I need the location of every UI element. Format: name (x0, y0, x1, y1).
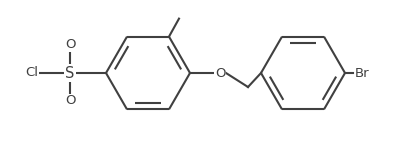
Text: O: O (65, 95, 75, 107)
Text: S: S (65, 66, 75, 80)
Text: Cl: Cl (26, 67, 38, 79)
Text: O: O (65, 39, 75, 51)
Text: O: O (215, 67, 225, 79)
Text: Br: Br (355, 67, 370, 79)
